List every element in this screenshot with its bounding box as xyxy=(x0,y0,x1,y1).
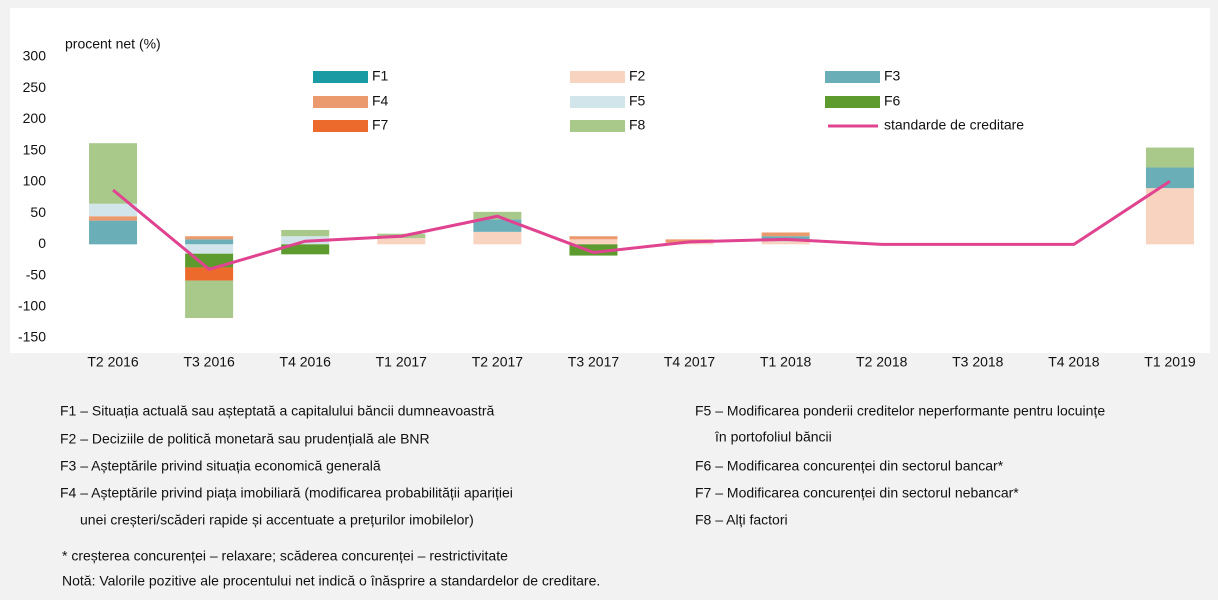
legend-swatch xyxy=(313,71,368,83)
legend-label: F1 xyxy=(372,68,389,84)
factor-note: F7 – Modificarea concurenței din sectoru… xyxy=(695,485,1019,501)
y-tick-label: 200 xyxy=(23,110,47,126)
bar-segment xyxy=(473,219,522,232)
x-tick-label: T4 2017 xyxy=(664,354,716,370)
legend-swatch xyxy=(313,96,368,108)
legend-label: F7 xyxy=(372,117,389,133)
y-tick-label: 150 xyxy=(23,141,47,157)
bar-segment xyxy=(89,216,138,221)
bar-segment xyxy=(185,236,234,240)
bar-segment xyxy=(89,143,138,204)
x-tick-label: T2 2017 xyxy=(472,354,524,370)
bar-segment xyxy=(761,232,810,237)
x-tick-label: T1 2019 xyxy=(1144,354,1196,370)
legend-label: F4 xyxy=(372,93,389,109)
bar-segment xyxy=(377,238,426,245)
factor-note: F1 – Situația actuală sau așteptată a ca… xyxy=(60,403,494,419)
legend-label: F3 xyxy=(884,68,901,84)
factor-note: F6 – Modificarea concurenței din sectoru… xyxy=(695,458,1004,474)
x-tick-label: T3 2018 xyxy=(952,354,1004,370)
x-tick-label: T3 2016 xyxy=(183,354,235,370)
y-tick-label: 50 xyxy=(30,204,46,220)
bar-segment xyxy=(1145,167,1194,189)
bar-segment xyxy=(569,244,618,256)
x-tick-label: T3 2017 xyxy=(568,354,620,370)
footnote: * creșterea concurenței – relaxare; scăd… xyxy=(62,548,508,564)
legend-swatch xyxy=(570,120,625,132)
y-tick-label: -100 xyxy=(18,297,46,313)
bar-segment xyxy=(185,239,234,245)
bar-segment xyxy=(665,242,714,245)
y-tick-label: 0 xyxy=(38,235,46,251)
bar-segment xyxy=(473,231,522,245)
bar-segment xyxy=(185,280,234,319)
factor-note: unei creșteri/scăderi rapide și accentua… xyxy=(80,512,474,528)
factor-note: F8 – Alți factori xyxy=(695,512,788,528)
legend-swatch xyxy=(825,71,880,83)
legend-swatch xyxy=(570,71,625,83)
legend-swatch xyxy=(313,120,368,132)
x-tick-label: T4 2018 xyxy=(1048,354,1100,370)
x-tick-label: T2 2016 xyxy=(87,354,139,370)
factor-note: în portofoliul băncii xyxy=(714,429,832,445)
legend-swatch xyxy=(825,96,880,108)
y-tick-label: -50 xyxy=(26,266,46,282)
x-tick-label: T4 2016 xyxy=(280,354,332,370)
bar-segment xyxy=(1145,147,1194,168)
bar-segment xyxy=(185,253,234,268)
x-tick-label: T2 2018 xyxy=(856,354,908,370)
bar-segment xyxy=(89,203,138,217)
factor-note: F5 – Modificarea ponderii creditelor nep… xyxy=(695,403,1105,419)
line-series xyxy=(112,180,1171,271)
bar-segment xyxy=(185,244,234,254)
y-axis-label: procent net (%) xyxy=(65,36,161,52)
y-tick-label: 250 xyxy=(23,79,47,95)
factor-note: F4 – Așteptările privind piața imobiliar… xyxy=(60,485,513,501)
y-tick-label: -150 xyxy=(18,329,46,345)
x-tick-label: T1 2017 xyxy=(376,354,428,370)
y-tick-label: 100 xyxy=(23,173,47,189)
bar-segment xyxy=(281,244,330,255)
bar-segment xyxy=(185,267,234,281)
x-tick-label: T1 2018 xyxy=(760,354,812,370)
bar-segment xyxy=(1145,188,1194,245)
note: Notă: Valorile pozitive ale procentului … xyxy=(62,573,600,589)
legend-label: standarde de creditare xyxy=(884,117,1024,133)
legend-label: F8 xyxy=(629,117,646,133)
legend-label: F6 xyxy=(884,93,901,109)
factor-note: F3 – Așteptările privind situația econom… xyxy=(60,458,381,474)
legend-swatch xyxy=(570,96,625,108)
factor-note: F2 – Deciziile de politică monetară sau … xyxy=(60,431,430,447)
bar-segment xyxy=(569,239,618,245)
bar-segment xyxy=(281,229,330,237)
bar-segment xyxy=(569,236,618,240)
legend-label: F2 xyxy=(629,68,646,84)
y-tick-label: 300 xyxy=(23,48,47,64)
bar-segment xyxy=(89,220,138,245)
legend-label: F5 xyxy=(629,93,646,109)
bar-segment xyxy=(761,241,810,245)
